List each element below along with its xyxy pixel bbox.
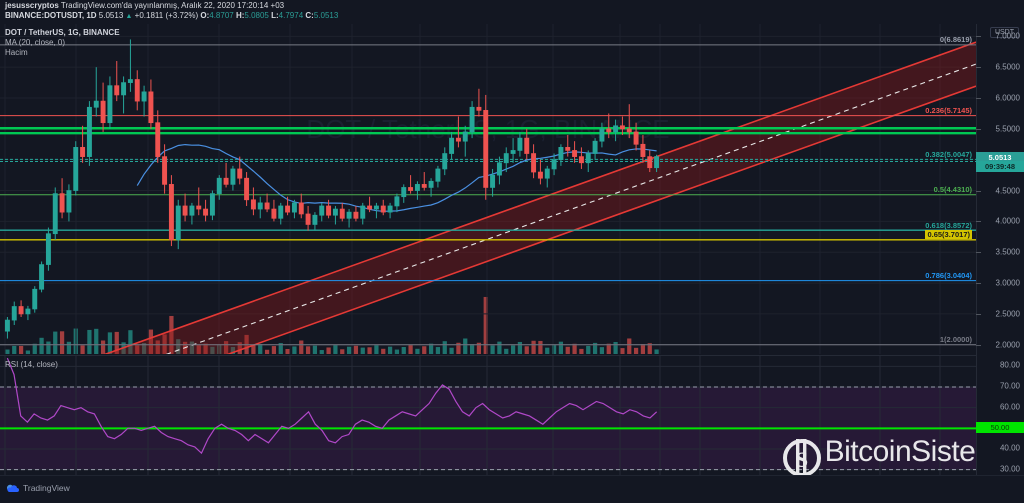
chart-frame[interactable]: DOT / TetherUS, 1G, BINANCE 0(6.8619)0.2… — [0, 24, 1024, 503]
last-price-badge: 5.0513 — [976, 151, 1024, 163]
price-tick-mark — [976, 67, 981, 69]
rsi-pane[interactable]: RSI (14, close) — [0, 355, 976, 479]
rsi-series — [0, 356, 976, 479]
price-tick-mark — [976, 98, 981, 100]
rsi-tick: 40.00 — [999, 443, 1020, 453]
high-value: 5.0805 — [244, 11, 269, 20]
tradingview-logo[interactable]: TradingView — [6, 483, 70, 493]
countdown-badge: 09:39:48 — [976, 160, 1024, 172]
price-tick: 6.0000 — [995, 93, 1020, 103]
author-name[interactable]: jesusscryptos — [5, 1, 59, 10]
price-tick: 7.0000 — [995, 31, 1020, 41]
price-tick-mark — [976, 313, 981, 315]
price-tick: 6.5000 — [995, 62, 1020, 72]
low-value: 4.7974 — [278, 11, 304, 20]
volume-bars — [5, 296, 659, 354]
rsi-tick: 80.00 — [999, 360, 1020, 370]
candlestick-series[interactable] — [0, 24, 976, 354]
price-tick: 2.0000 — [995, 340, 1020, 350]
open-value: 4.8707 — [209, 11, 234, 20]
price-tick: 3.0000 — [995, 278, 1020, 288]
price-tick-mark — [976, 36, 981, 38]
price-tick: 3.5000 — [995, 247, 1020, 257]
cloud-icon — [6, 484, 19, 492]
publisher-line: jesusscryptos TradingView.com'da yayınla… — [5, 1, 284, 10]
price-tick-mark — [976, 221, 981, 223]
price-tick-mark — [976, 344, 981, 346]
price-tick-mark — [976, 190, 981, 192]
volume-histogram — [0, 292, 976, 354]
price-axis[interactable]: USDT 7.00006.50006.00005.50005.00004.500… — [976, 24, 1024, 479]
price-tick: 4.0000 — [995, 216, 1020, 226]
ohlc-line: BINANCE:DOTUSDT, 1D 5.0513 ▲ +0.1811 (+3… — [5, 11, 338, 20]
publish-timestamp: TradingView.com'da yayınlanmış, Aralık 2… — [60, 1, 285, 10]
price-tick: 2.5000 — [995, 309, 1020, 319]
ascending-parallel-channel[interactable] — [0, 24, 976, 354]
symbol-label[interactable]: BINANCE:DOTUSDT, 1D — [5, 11, 97, 20]
rsi-mid-badge: 50.00 — [976, 422, 1024, 434]
up-arrow-icon: ▲ — [125, 13, 133, 20]
price-tick-mark — [976, 128, 981, 130]
price-plot-area[interactable]: DOT / TetherUS, 1G, BINANCE 0(6.8619)0.2… — [0, 24, 976, 354]
rsi-legend: RSI (14, close) — [5, 360, 58, 369]
price-tick: 5.5000 — [995, 124, 1020, 134]
close-label: C: — [305, 11, 314, 20]
top-info-bar: jesusscryptos TradingView.com'da yayınla… — [0, 0, 1024, 24]
low-label: L: — [271, 11, 279, 20]
rsi-tick: 70.00 — [999, 381, 1020, 391]
last-price: 5.0513 — [98, 11, 124, 20]
price-tick-mark — [976, 283, 981, 285]
close-value: 5.0513 — [313, 11, 339, 20]
price-tick-mark — [976, 252, 981, 254]
price-tick: 4.5000 — [995, 186, 1020, 196]
rsi-tick: 30.00 — [999, 464, 1020, 474]
open-label: O: — [200, 11, 210, 20]
rsi-tick: 60.00 — [999, 402, 1020, 412]
currency-badge: USDT — [989, 27, 1019, 38]
bottom-status-bar: TradingView — [0, 475, 1024, 503]
tradingview-label: TradingView — [23, 483, 70, 493]
high-label: H: — [235, 11, 245, 20]
price-change: +0.1811 (+3.72%) — [134, 11, 199, 20]
